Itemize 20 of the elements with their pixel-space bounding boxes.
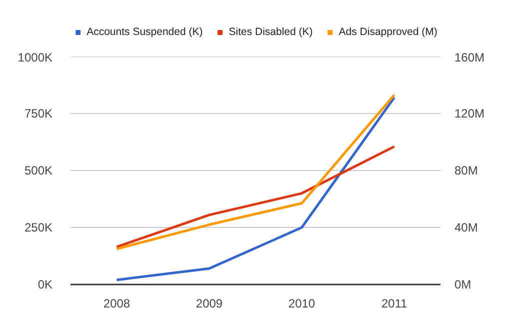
y2-tick-label: 120M [454, 106, 485, 120]
y-tick-label: 1000K [18, 50, 53, 64]
x-tick-label: 2008 [103, 296, 130, 310]
line-series [116, 96, 396, 282]
x-tick-label: 2011 [381, 296, 408, 310]
x-tick-label: 2010 [288, 296, 316, 310]
y-tick-label: 250K [24, 220, 53, 234]
y2-tick-label: 0M [454, 278, 472, 292]
y2-tick-label: 80M [454, 164, 478, 178]
line-series [116, 145, 396, 248]
y2-tick-label: 40M [454, 220, 478, 234]
x-tick-label: 2009 [196, 296, 223, 310]
legend-label: Ads Disapproved (M) [338, 26, 438, 38]
y-tick-label: 500K [24, 164, 53, 178]
legend-label: Accounts Suspended (K) [86, 26, 203, 38]
line-series [116, 94, 396, 250]
y2-tick-label: 160M [454, 50, 485, 64]
y-tick-label: 750K [24, 106, 53, 120]
legend-label: Sites Disabled (K) [228, 26, 313, 38]
y-tick-label: 0K [38, 278, 53, 292]
